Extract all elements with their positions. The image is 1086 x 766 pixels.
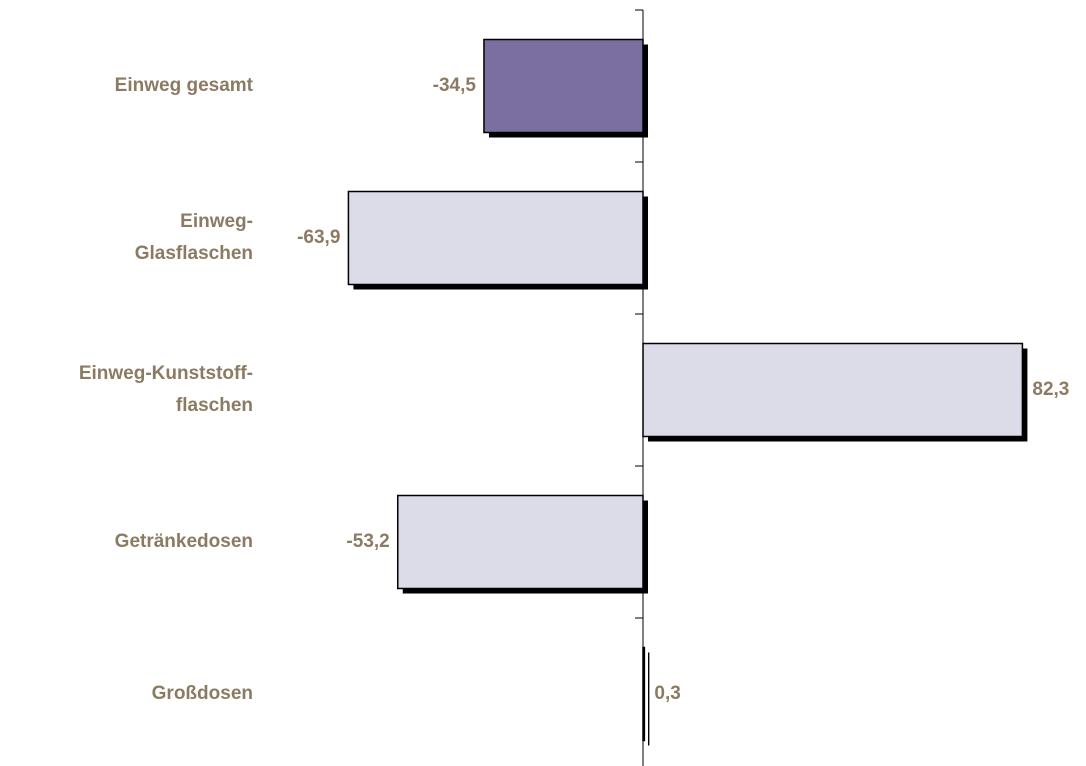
bar [347,190,644,286]
category-label: Einweg gesamt [114,75,253,96]
value-label: 82,3 [1032,379,1069,400]
value-label: -53,2 [346,531,389,552]
value-label: -63,9 [297,227,340,248]
bar-shadow [648,652,650,746]
category-label: Großdosen [151,683,253,704]
category-label: Einweg-Kunststoff- flaschen [78,363,253,416]
bar [396,494,644,590]
category-label: Einweg- Glasflaschen [134,211,253,264]
value-label: 0,3 [654,683,680,704]
value-label: -34,5 [433,75,477,96]
category-label: Getränkedosen [114,531,253,552]
bar [642,646,646,742]
bar [483,38,644,134]
bar [642,342,1024,438]
